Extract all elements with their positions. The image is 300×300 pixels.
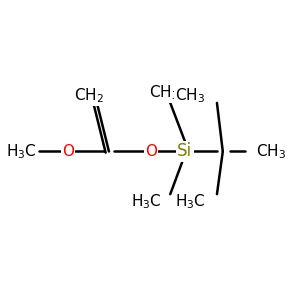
Text: CH$_3$: CH$_3$: [149, 83, 179, 102]
Text: CH$_2$: CH$_2$: [74, 86, 104, 105]
Text: CH$_3$: CH$_3$: [175, 86, 205, 105]
Text: H$_3$C: H$_3$C: [131, 192, 161, 211]
Text: O: O: [145, 144, 157, 159]
Text: H$_3$C: H$_3$C: [175, 192, 205, 211]
Text: O: O: [62, 144, 74, 159]
Text: CH$_3$: CH$_3$: [256, 142, 286, 161]
Text: H$_3$C: H$_3$C: [6, 142, 37, 161]
Text: Si: Si: [177, 142, 192, 160]
